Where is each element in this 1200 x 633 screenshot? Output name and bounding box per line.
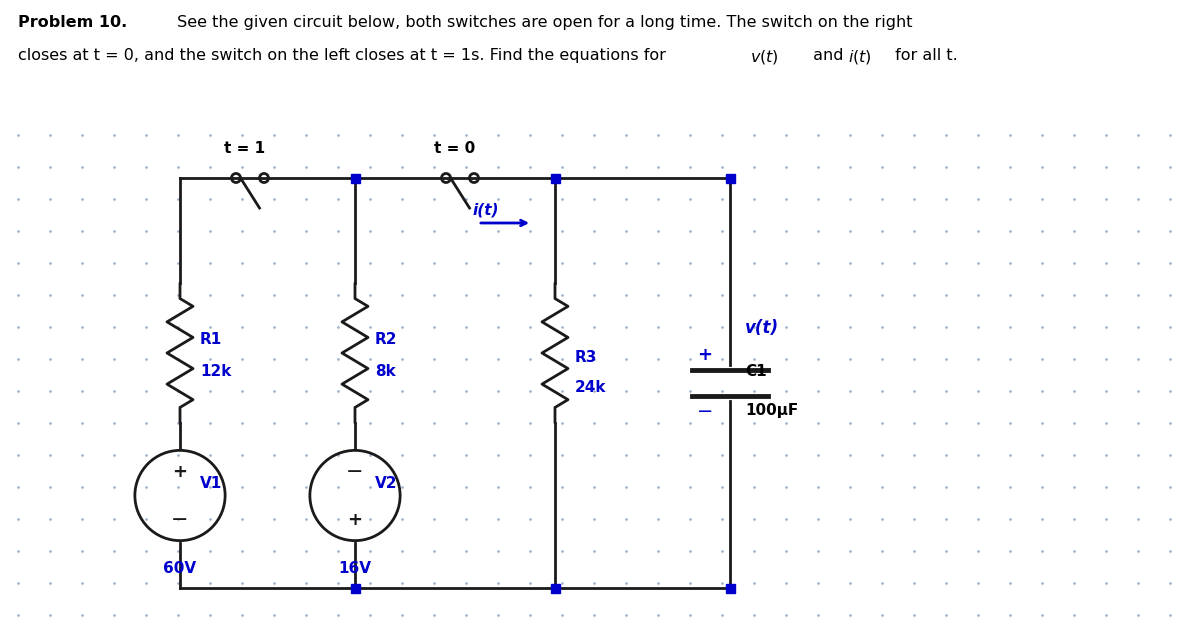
Text: $i(t)$: $i(t)$ [848,48,872,66]
Bar [726,584,734,592]
Text: t = 0: t = 0 [434,141,475,156]
Text: 12k: 12k [200,363,232,379]
Text: 8k: 8k [374,363,396,379]
Bar [726,173,734,182]
Text: and: and [808,48,848,63]
Text: R3: R3 [575,351,598,365]
Text: +: + [173,463,187,481]
Text: t = 1: t = 1 [224,141,265,156]
Text: V2: V2 [374,476,397,491]
Text: 100μF: 100μF [745,403,798,418]
Bar [350,173,360,182]
Text: closes at t = 0, and the switch on the left closes at t = 1s. Find the equations: closes at t = 0, and the switch on the l… [18,48,671,63]
Text: −: − [172,510,188,530]
Bar [551,173,559,182]
Text: $v(t)$: $v(t)$ [750,48,779,66]
Text: C1: C1 [745,363,767,379]
Text: R2: R2 [374,332,397,346]
Bar [551,584,559,592]
Text: −: − [347,462,364,482]
Bar [350,584,360,592]
Text: for all t.: for all t. [890,48,958,63]
Text: i(t): i(t) [473,202,499,217]
Text: −: − [697,401,713,420]
Text: Problem 10.: Problem 10. [18,15,127,30]
Text: See the given circuit below, both switches are open for a long time. The switch : See the given circuit below, both switch… [172,15,912,30]
Text: 60V: 60V [163,561,197,576]
Text: 24k: 24k [575,380,606,396]
Text: V1: V1 [200,476,222,491]
Text: R1: R1 [200,332,222,346]
Text: +: + [697,346,713,364]
Text: 16V: 16V [338,561,372,576]
Text: +: + [348,511,362,529]
Text: v(t): v(t) [745,319,779,337]
